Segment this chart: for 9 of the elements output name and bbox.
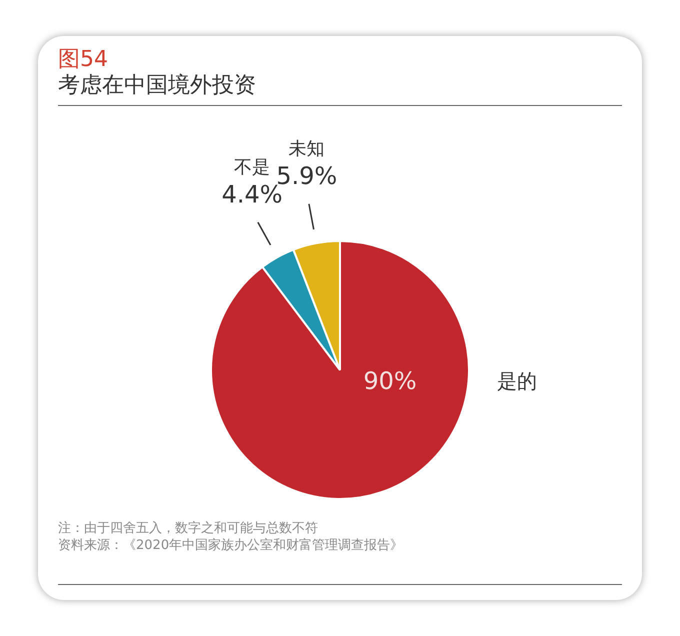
data-label: 90% xyxy=(363,367,417,396)
text: 资料来源：《2020年中国家族办公室和财富管理调查报告》 xyxy=(58,537,404,554)
data-label: 5.9% xyxy=(276,162,338,190)
text: 注：由于四舍五入，数字之和可能与总数不符 xyxy=(58,520,319,537)
chart-title: 图54 xyxy=(58,46,108,74)
slice-label: 是的 xyxy=(497,369,537,394)
slice-label: 未知 xyxy=(288,138,325,160)
slice-label: 不是 xyxy=(234,156,270,178)
chart-subtitle: 考虑在中国境外投资 xyxy=(58,73,256,98)
